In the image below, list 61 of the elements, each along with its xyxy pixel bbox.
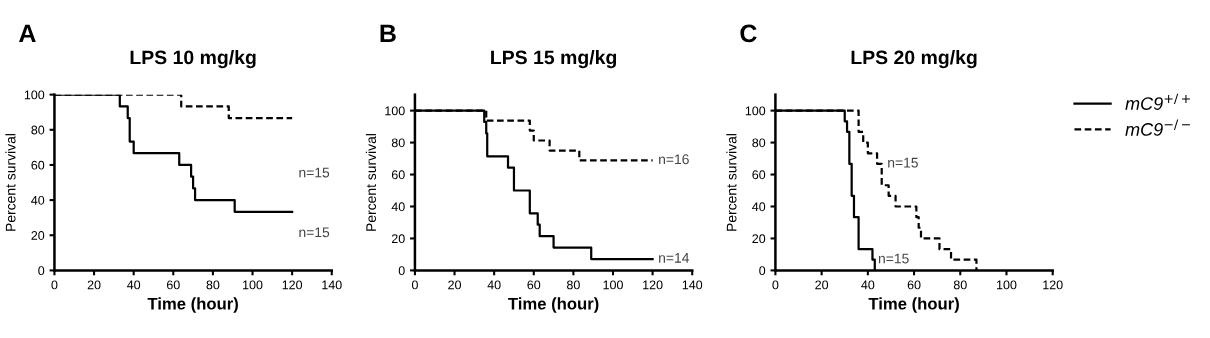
y-tick-label: 40: [391, 202, 405, 212]
annotation: n=16: [659, 154, 689, 165]
x-tick-label: 120: [643, 280, 663, 290]
chart-title: LPS 20 mg/kg: [851, 49, 977, 69]
y-tick-label: 80: [31, 125, 45, 135]
x-tick-label: 100: [603, 280, 623, 290]
x-tick-label: 0: [411, 280, 418, 290]
y-tick-label: 20: [31, 231, 45, 240]
x-tick-label: 20: [87, 280, 101, 290]
y-tick-label: 80: [752, 138, 766, 148]
y-tick-label: 0: [398, 266, 405, 276]
y-tick-label: 40: [752, 202, 766, 212]
y-tick-label: 0: [759, 266, 766, 276]
y-axis-title: Percent survival: [5, 134, 16, 231]
x-tick-label: 60: [907, 280, 921, 290]
x-tick-label: 120: [1043, 280, 1063, 290]
x-tick-label: 80: [206, 280, 220, 290]
annotation: n=14: [659, 253, 690, 263]
y-tick-label: 100: [385, 106, 405, 116]
x-tick-label: 40: [127, 280, 141, 290]
x-tick-label: 0: [51, 280, 58, 290]
y-tick-label: 20: [752, 234, 766, 244]
chart-title: LPS 10 mg/kg: [130, 49, 256, 69]
x-axis-title: Time (hour): [868, 297, 959, 313]
y-tick-label: 20: [391, 234, 405, 244]
x-tick-label: 120: [282, 280, 303, 290]
y-tick-label: 0: [38, 266, 45, 276]
x-tick-label: 0: [772, 280, 779, 290]
x-tick-label: 40: [487, 280, 501, 290]
x-tick-label: 80: [953, 280, 967, 290]
annotation: n=15: [299, 167, 330, 178]
x-axis-title: Time (hour): [508, 297, 599, 313]
x-axis-title: Time (hour): [147, 297, 238, 313]
y-tick-label: 80: [391, 138, 405, 148]
x-tick-label: 20: [815, 280, 829, 290]
y-tick-label: 40: [31, 195, 45, 205]
annotation: n=15: [299, 227, 330, 238]
chart-title: LPS 15 mg/kg: [491, 49, 617, 69]
legend-label: mC9$^{+/+}$: [1125, 93, 1190, 110]
x-tick-label: 20: [448, 280, 462, 290]
annotation: n=15: [878, 253, 909, 264]
text: C: [740, 24, 757, 43]
y-tick-label: 60: [31, 160, 45, 170]
x-tick-label: 100: [243, 280, 263, 290]
x-tick-label: 80: [566, 280, 580, 290]
y-tick-label: 100: [745, 106, 766, 116]
y-tick-label: 60: [752, 170, 766, 180]
x-tick-label: 140: [682, 280, 703, 290]
x-tick-label: 60: [166, 280, 180, 290]
text: B: [380, 24, 396, 42]
y-axis-title: Percent survival: [365, 134, 377, 231]
x-tick-label: 100: [997, 280, 1017, 290]
x-tick-label: 140: [322, 280, 342, 290]
y-axis-title: Percent survival: [726, 134, 737, 231]
text: A: [19, 24, 36, 42]
legend-label: mC9$^{−/−}$: [1125, 119, 1190, 136]
x-tick-label: 40: [861, 280, 875, 290]
y-tick-label: 100: [24, 90, 45, 100]
annotation: n=15: [888, 157, 918, 168]
x-tick-label: 60: [527, 280, 541, 290]
y-tick-label: 60: [391, 170, 405, 180]
